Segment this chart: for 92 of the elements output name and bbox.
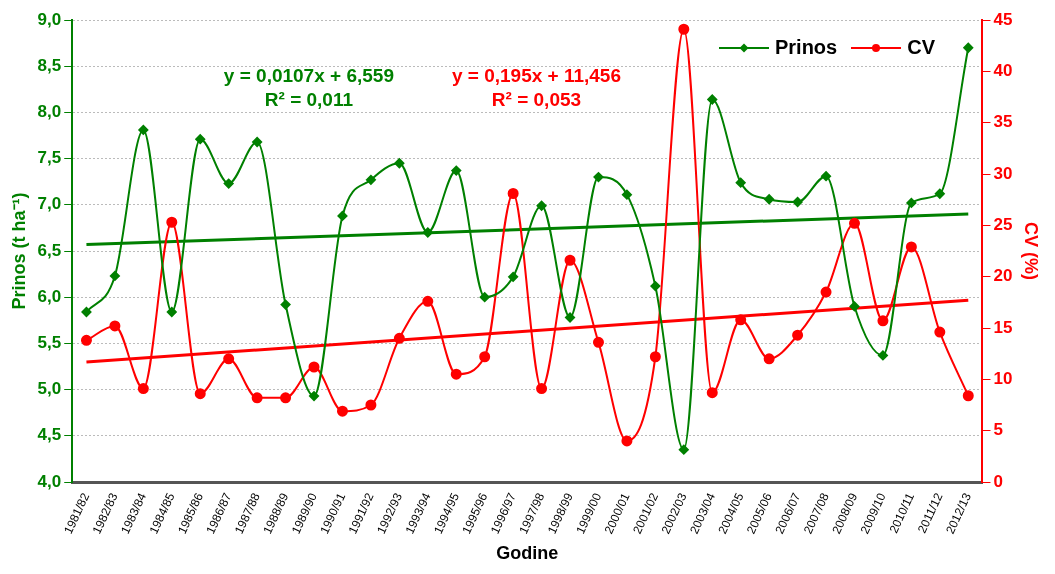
point: [877, 315, 889, 327]
y-axis-title: Prinos (t ha⁻¹): [8, 192, 29, 310]
point: [821, 171, 832, 182]
point: [336, 405, 348, 417]
point: [365, 399, 377, 411]
point: [393, 332, 405, 344]
point: [592, 336, 604, 348]
point: [223, 353, 235, 365]
point: [252, 136, 263, 147]
y2-axis-title: CV (%): [1021, 222, 1042, 281]
y2-tick-label: 30: [993, 163, 1013, 183]
point: [451, 165, 462, 176]
point: [877, 350, 888, 361]
point: [763, 353, 775, 365]
point: [280, 392, 292, 404]
point: [109, 270, 120, 281]
y-tick-label: 5,0: [37, 379, 62, 399]
legend-label: Prinos: [774, 36, 838, 59]
point: [764, 194, 775, 205]
point: [479, 351, 491, 363]
point: [906, 197, 917, 208]
point: [308, 361, 320, 373]
y2-tick-label: 40: [993, 61, 1013, 81]
point: [80, 334, 92, 346]
y-tick-label: 7,5: [37, 148, 62, 168]
point: [934, 326, 946, 338]
point: [251, 392, 263, 404]
x-axis-title: Godine: [496, 543, 559, 564]
point: [337, 210, 348, 221]
y2-tick-label: 5: [993, 420, 1003, 440]
point: [820, 286, 832, 298]
point: [650, 281, 661, 292]
point: [621, 189, 632, 200]
y-tick-label: 9,0: [37, 9, 62, 29]
point: [194, 388, 206, 400]
point: [735, 314, 747, 326]
point: [792, 329, 804, 341]
y2-tick-label: 35: [993, 112, 1013, 132]
y-tick-label: 6,0: [37, 286, 62, 306]
point: [536, 383, 548, 395]
annotation: y = 0,0107x + 6,559 R² = 0,011: [223, 65, 394, 111]
y-tick-label: 4,5: [37, 425, 62, 445]
point: [365, 174, 376, 185]
y-tick-label: 8,0: [37, 102, 62, 122]
point: [934, 188, 945, 199]
point: [422, 227, 433, 238]
point: [649, 351, 661, 363]
point: [479, 292, 490, 303]
point: [963, 42, 974, 53]
y-tick-label: 4,0: [37, 471, 62, 491]
point: [678, 23, 690, 35]
point: [280, 299, 291, 310]
point: [422, 295, 434, 307]
point: [564, 254, 576, 266]
y2-tick-label: 45: [993, 9, 1013, 29]
point: [792, 197, 803, 208]
point: [706, 387, 718, 399]
y-tick-label: 5,5: [37, 333, 62, 353]
y2-tick-label: 25: [993, 215, 1013, 235]
y-tick-label: 8,5: [37, 55, 62, 75]
legend-label: CV: [907, 36, 935, 59]
point: [137, 383, 149, 395]
point: [81, 306, 92, 317]
annotation: y = 0,195x + 11,456 R² = 0,053: [451, 65, 621, 111]
point: [507, 188, 519, 200]
point: [536, 200, 547, 211]
y2-tick-label: 0: [993, 471, 1003, 491]
point: [735, 177, 746, 188]
point: [508, 271, 519, 282]
point: [109, 320, 121, 332]
point: [962, 390, 974, 402]
y-tick-label: 7,0: [37, 194, 62, 214]
y2-tick-label: 10: [993, 369, 1013, 389]
point: [678, 444, 689, 455]
point: [707, 94, 718, 105]
point: [565, 312, 576, 323]
point: [450, 368, 462, 380]
point: [166, 216, 178, 228]
point: [394, 158, 405, 169]
point: [621, 435, 633, 447]
point: [593, 172, 604, 183]
point: [849, 301, 860, 312]
point: [166, 306, 177, 317]
y-tick-label: 6,5: [37, 240, 62, 260]
point: [309, 391, 320, 402]
point: [223, 178, 234, 189]
point: [848, 217, 860, 229]
point: [138, 124, 149, 135]
point: [905, 241, 917, 253]
point: [195, 134, 206, 145]
y2-tick-label: 20: [993, 266, 1013, 286]
y2-tick-label: 15: [993, 317, 1013, 337]
